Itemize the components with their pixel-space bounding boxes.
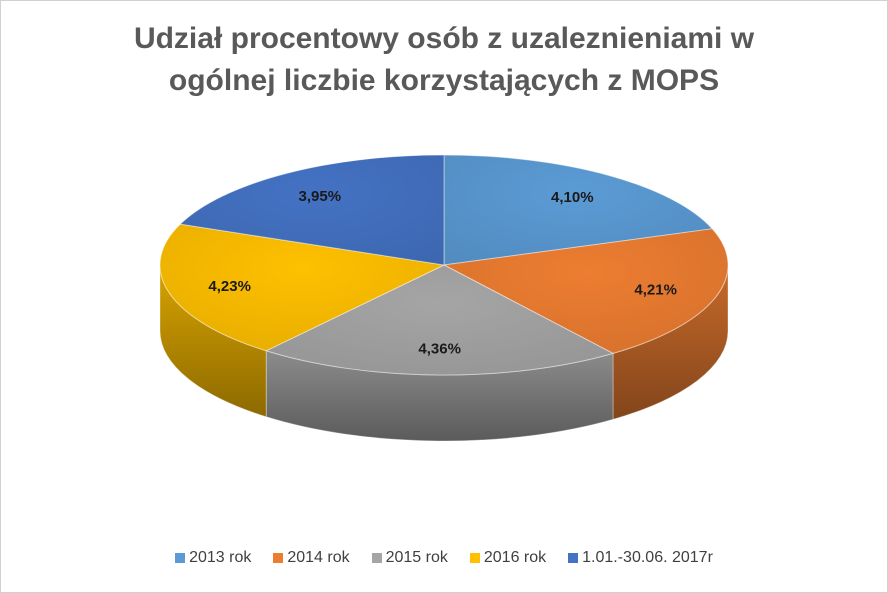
legend-swatch <box>371 553 382 563</box>
legend-item-2: 2014 rok <box>273 549 350 567</box>
data-label-1: 4,10% <box>551 189 594 206</box>
slice-1 <box>443 154 714 266</box>
pie-top <box>159 154 729 376</box>
legend-label: 1.01.-30.06. 2017r <box>582 549 713 566</box>
data-label-2: 4,21% <box>634 282 677 299</box>
chart-title: Udział procentowy osób z uzaleznieniami … <box>0 18 888 102</box>
slice-4 <box>159 223 446 352</box>
legend-item-3: 2015 rok <box>371 549 448 567</box>
slice-3 <box>264 264 615 376</box>
legend-item-1: 2013 rok <box>175 549 251 567</box>
legend-item-5: 1.01.-30.06. 2017r <box>568 549 713 567</box>
legend-swatch <box>273 553 284 563</box>
slice-5 <box>179 154 445 266</box>
chart-title-line-1: Udział procentowy osób z uzaleznieniami … <box>133 22 755 55</box>
legend-swatch <box>469 553 480 563</box>
data-label-5: 3,95% <box>299 188 342 205</box>
data-label-4: 4,23% <box>208 278 251 295</box>
legend-label: 2014 rok <box>287 549 350 566</box>
data-labels: 4,10% 4,21% 4,36% 4,23% 3,95% <box>208 188 677 358</box>
legend-swatch <box>568 553 579 563</box>
legend-swatch <box>175 553 186 563</box>
legend-item-4: 2016 rok <box>469 549 547 567</box>
legend-label: 2015 rok <box>385 549 448 566</box>
legend-label: 2016 rok <box>483 549 547 566</box>
data-label-3: 4,36% <box>418 341 461 358</box>
slice-2 <box>442 228 729 354</box>
legend-label: 2013 rok <box>189 549 252 566</box>
chart-legend: 2013 rok 2014 rok 2015 rok 2016 rok 1.01.-30… <box>0 549 888 568</box>
chart-title-line-2: ogólnej liczbie korzystających z MOPS <box>168 64 720 97</box>
